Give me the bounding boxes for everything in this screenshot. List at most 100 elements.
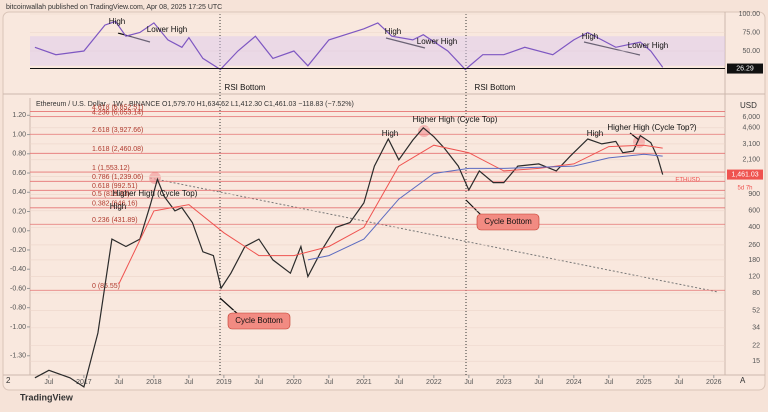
annotation: High xyxy=(587,129,603,138)
x-tick-label: Jul xyxy=(394,379,403,386)
y-tick-label: 100.00 xyxy=(739,11,761,18)
y2-tick-label: 1.20 xyxy=(12,112,26,119)
y-tick-label: 2,100 xyxy=(742,157,760,164)
fib-label: 0 (85.55) xyxy=(92,283,120,290)
fib-label: 0.236 (431.89) xyxy=(92,217,138,224)
y2-tick-label: -0.80 xyxy=(10,305,26,312)
x-tick-label: 2017 xyxy=(76,379,92,386)
x-tick-label: Jul xyxy=(604,379,613,386)
fib-label: 0.618 (992.51) xyxy=(92,183,138,190)
x-tick-label: Jul xyxy=(674,379,683,386)
countdown: 5d 7h xyxy=(737,186,752,192)
fib-label: 4.236 (6,053.14) xyxy=(92,109,143,116)
y2-tick-label: -1.30 xyxy=(10,353,26,360)
last-value-label: 1,461.03 xyxy=(731,171,758,178)
annotation: Lower High xyxy=(147,25,187,34)
x-tick-label: Jul xyxy=(534,379,543,386)
x-tick-label: 2020 xyxy=(286,379,302,386)
last-value-box xyxy=(727,169,763,180)
y-tick-label: 34 xyxy=(752,325,760,332)
y2-tick-label: 0.60 xyxy=(12,170,26,177)
y2-tick-label: -1.00 xyxy=(10,324,26,331)
x-tick-label: 2019 xyxy=(216,379,232,386)
currency: USD xyxy=(740,101,757,110)
legend-header: Ethereum / U.S. Dollar · 1W · BINANCE O1… xyxy=(36,101,354,108)
y-tick-label: 3,100 xyxy=(742,141,760,148)
y-tick-label: 4,600 xyxy=(742,125,760,132)
y-tick-label: 600 xyxy=(748,208,760,215)
x-tick-label: Jul xyxy=(114,379,123,386)
y-tick-label: 75.00 xyxy=(742,29,760,36)
publisher: bitcoinwallah published on TradingView.c… xyxy=(6,4,222,11)
annotation: RSI Bottom xyxy=(475,83,516,92)
x-tick-label: Jul xyxy=(44,379,53,386)
fib-label: 0.5 (819.33) xyxy=(92,191,130,198)
y-tick-label: 900 xyxy=(748,191,760,198)
y2-tick-label: 0.40 xyxy=(12,189,26,196)
y2-tick-label: -0.20 xyxy=(10,247,26,254)
y-tick-label: 52 xyxy=(752,307,760,314)
y-tick-label: 400 xyxy=(748,224,760,231)
annotation: Cycle Bottom xyxy=(484,217,532,226)
x-tick-label: Jul xyxy=(254,379,263,386)
y-tick-label: 80 xyxy=(752,290,760,297)
fib-label: 0.786 (1,239.06) xyxy=(92,174,143,181)
x-tick-label: 2025 xyxy=(636,379,652,386)
x-tick-label: Jul xyxy=(324,379,333,386)
symbol: ETHUSD xyxy=(675,178,700,184)
annotation: Higher High (Cycle Top) xyxy=(413,115,498,124)
annotation: Higher High (Cycle Top?) xyxy=(607,123,697,132)
annotation: Lower High xyxy=(417,37,457,46)
y-tick-label: 15 xyxy=(752,358,760,365)
annotation: High xyxy=(109,17,125,26)
scale-mode: 2 xyxy=(6,376,11,385)
x-tick-label: 2024 xyxy=(566,379,582,386)
y2-tick-label: 0.00 xyxy=(12,228,26,235)
annotation: High xyxy=(382,129,398,138)
fib-label: 0.382 (646.16) xyxy=(92,201,138,208)
y2-tick-label: 0.80 xyxy=(12,151,26,158)
badge xyxy=(227,312,291,330)
annotation: High xyxy=(110,202,126,211)
y-tick-label: 260 xyxy=(748,242,760,249)
fib-label: 1 (1,553.12) xyxy=(92,165,130,172)
series-line xyxy=(34,126,664,388)
y2-tick-label: -0.60 xyxy=(10,285,26,292)
series-line xyxy=(118,144,663,285)
auto-scale: A xyxy=(740,376,746,385)
y-tick-label: 22 xyxy=(752,342,760,349)
x-tick-label: 2026 xyxy=(706,379,722,386)
y-tick-label: 50.00 xyxy=(742,48,760,55)
x-tick-label: Jul xyxy=(184,379,193,386)
annotation: High xyxy=(582,32,598,41)
fib-label: 1.618 (2,460.08) xyxy=(92,146,143,153)
badge xyxy=(476,213,540,231)
x-tick-label: 2023 xyxy=(496,379,512,386)
series-line xyxy=(34,20,664,71)
annotation: Cycle Bottom xyxy=(235,316,283,325)
annotation: Higher High (Cycle Top) xyxy=(113,189,198,198)
x-tick-label: 2018 xyxy=(146,379,162,386)
last-value-box xyxy=(727,63,763,74)
last-value-label: 26.29 xyxy=(736,65,754,72)
y-tick-label: 6,000 xyxy=(742,114,760,121)
x-tick-label: 2022 xyxy=(426,379,442,386)
series-line xyxy=(307,153,663,261)
y-tick-label: 180 xyxy=(748,257,760,264)
y2-tick-label: 1.00 xyxy=(12,131,26,138)
fib-label: 4.618 (6,852.51) xyxy=(92,104,143,111)
annotation: RSI Bottom xyxy=(225,83,266,92)
x-tick-label: 2021 xyxy=(356,379,372,386)
rsi-band xyxy=(30,36,725,66)
y-tick-label: 120 xyxy=(748,273,760,280)
fib-label: 2.618 (3,927.66) xyxy=(92,127,143,134)
trendline xyxy=(149,177,719,293)
frame xyxy=(2,11,766,391)
annotation: High xyxy=(385,27,401,36)
y2-tick-label: 0.20 xyxy=(12,208,26,215)
brand: TradingView xyxy=(20,392,74,402)
annotation: Lower High xyxy=(628,41,668,50)
y2-tick-label: -0.40 xyxy=(10,266,26,273)
